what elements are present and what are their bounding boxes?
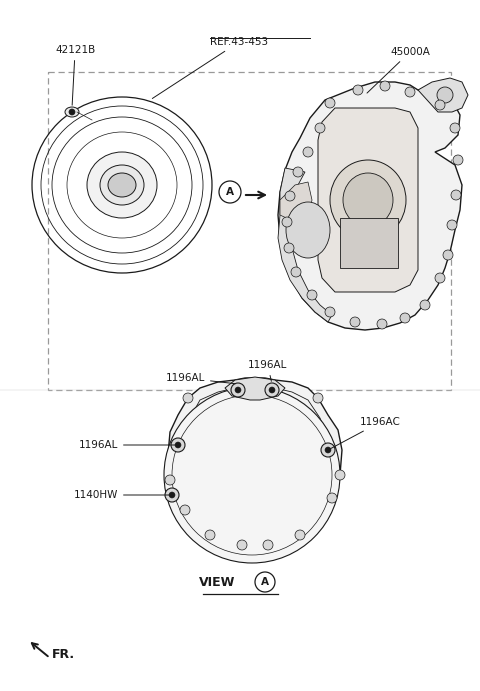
Text: 45000A: 45000A xyxy=(367,47,430,93)
Circle shape xyxy=(295,530,305,540)
Circle shape xyxy=(451,190,461,200)
Text: A: A xyxy=(261,577,269,587)
Text: FR.: FR. xyxy=(52,648,75,661)
Ellipse shape xyxy=(69,109,75,115)
Text: 1140HW: 1140HW xyxy=(73,490,169,500)
Circle shape xyxy=(180,505,190,515)
Circle shape xyxy=(453,155,463,165)
Circle shape xyxy=(443,250,453,260)
Circle shape xyxy=(335,470,345,480)
Text: 1196AL: 1196AL xyxy=(79,440,175,450)
Circle shape xyxy=(420,300,430,310)
Polygon shape xyxy=(280,182,312,222)
Circle shape xyxy=(400,313,410,323)
Circle shape xyxy=(303,147,313,157)
Circle shape xyxy=(237,540,247,550)
Circle shape xyxy=(327,493,337,503)
Circle shape xyxy=(380,81,390,91)
Ellipse shape xyxy=(330,160,406,240)
Polygon shape xyxy=(278,82,462,330)
Text: REF.43-453: REF.43-453 xyxy=(152,37,268,99)
Circle shape xyxy=(231,383,245,397)
Circle shape xyxy=(269,387,275,393)
Circle shape xyxy=(325,98,335,108)
Text: 42121B: 42121B xyxy=(55,45,95,105)
Text: 1196AL: 1196AL xyxy=(248,360,288,381)
Circle shape xyxy=(165,488,179,502)
Circle shape xyxy=(165,475,175,485)
Circle shape xyxy=(293,167,303,177)
Circle shape xyxy=(205,530,215,540)
Circle shape xyxy=(175,442,181,448)
Polygon shape xyxy=(278,168,332,322)
Circle shape xyxy=(171,438,185,452)
Circle shape xyxy=(263,540,273,550)
Ellipse shape xyxy=(100,165,144,205)
Circle shape xyxy=(325,447,331,453)
Ellipse shape xyxy=(65,107,79,117)
Circle shape xyxy=(285,191,295,201)
Circle shape xyxy=(350,317,360,327)
Polygon shape xyxy=(318,108,418,292)
Circle shape xyxy=(235,387,241,393)
Circle shape xyxy=(282,217,292,227)
Circle shape xyxy=(405,87,415,97)
Circle shape xyxy=(313,393,323,403)
Circle shape xyxy=(183,393,193,403)
Circle shape xyxy=(291,267,301,277)
Circle shape xyxy=(315,123,325,133)
Polygon shape xyxy=(340,218,398,268)
Circle shape xyxy=(164,387,340,563)
Ellipse shape xyxy=(87,152,157,218)
Circle shape xyxy=(353,85,363,95)
Text: 1196AL: 1196AL xyxy=(166,373,235,384)
Circle shape xyxy=(321,443,335,457)
Circle shape xyxy=(447,220,457,230)
Ellipse shape xyxy=(108,173,136,197)
Circle shape xyxy=(169,492,175,498)
Circle shape xyxy=(307,290,317,300)
Bar xyxy=(48,72,451,390)
Polygon shape xyxy=(418,78,468,112)
Polygon shape xyxy=(225,377,285,400)
Circle shape xyxy=(265,383,279,397)
Ellipse shape xyxy=(286,202,330,258)
Circle shape xyxy=(435,273,445,283)
Circle shape xyxy=(435,100,445,110)
Text: VIEW: VIEW xyxy=(199,576,235,589)
Polygon shape xyxy=(168,378,342,550)
Circle shape xyxy=(284,243,294,253)
Ellipse shape xyxy=(343,173,393,227)
Circle shape xyxy=(377,319,387,329)
Text: A: A xyxy=(226,187,234,197)
Text: 1196AC: 1196AC xyxy=(330,417,401,448)
Circle shape xyxy=(450,123,460,133)
Circle shape xyxy=(437,87,453,103)
Circle shape xyxy=(325,307,335,317)
